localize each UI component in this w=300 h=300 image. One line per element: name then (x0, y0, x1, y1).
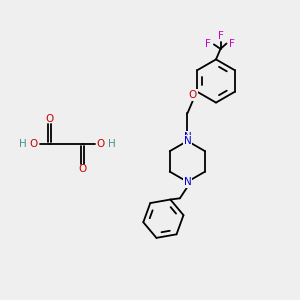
Text: N: N (184, 132, 191, 142)
Text: F: F (218, 31, 224, 41)
Text: O: O (78, 164, 87, 175)
Text: F: F (229, 38, 235, 49)
Text: O: O (96, 139, 105, 149)
Text: O: O (45, 113, 54, 124)
Text: H: H (108, 139, 116, 149)
Text: H: H (19, 139, 26, 149)
Text: N: N (184, 136, 191, 146)
Text: O: O (189, 90, 197, 100)
Text: F: F (205, 39, 211, 50)
Text: N: N (184, 177, 191, 187)
Text: O: O (29, 139, 38, 149)
